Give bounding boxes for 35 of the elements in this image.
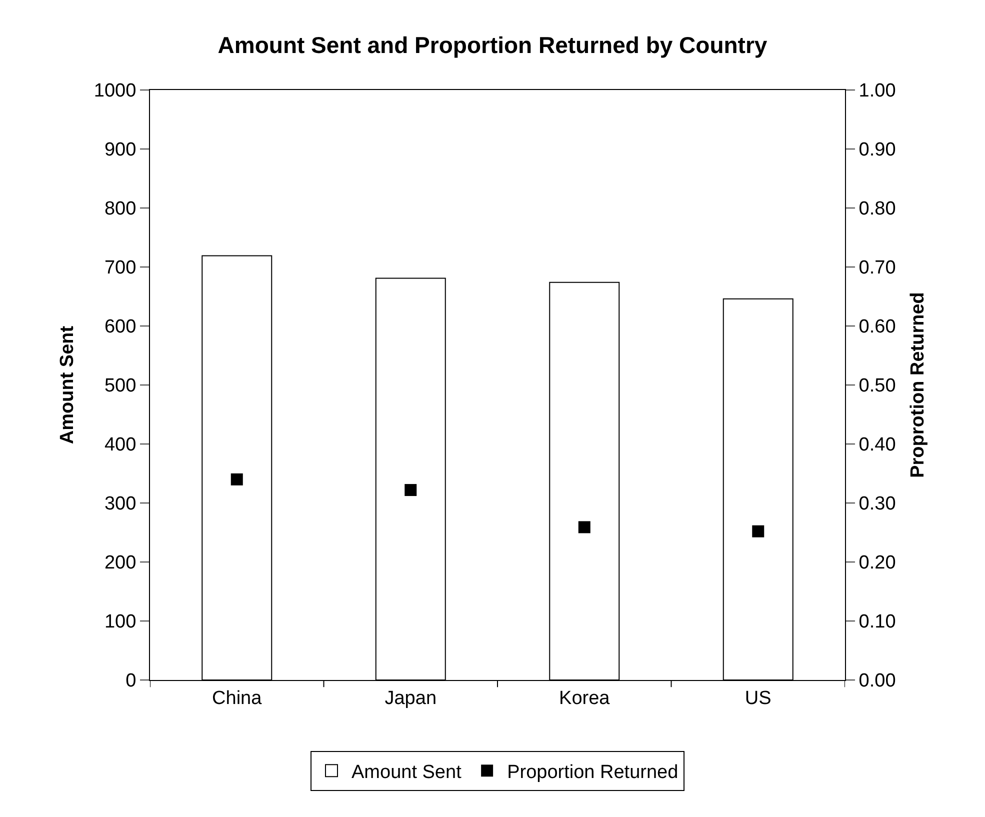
point xyxy=(578,521,590,534)
y2-tick-label: 0.90 xyxy=(858,140,896,161)
y-tick-label: 400 xyxy=(104,434,136,456)
y2-tick-label: 0.50 xyxy=(858,376,896,397)
y-tick-label: 0 xyxy=(126,670,136,692)
y-tick-label: 500 xyxy=(104,376,136,397)
legend-label: Proportion Returned xyxy=(507,762,678,784)
y2-tick-label: 1.00 xyxy=(858,80,896,102)
x-tick-label: US xyxy=(744,688,772,709)
x-tick-label: Korea xyxy=(559,688,610,709)
y-tick-label: 900 xyxy=(104,140,136,161)
chart-title: Amount Sent and Proportion Returned by Country xyxy=(218,32,768,58)
point xyxy=(752,525,764,538)
y-axis-title: Amount Sent xyxy=(56,325,78,444)
y2-axis-title: Proprotion Returned xyxy=(908,292,929,478)
y-tick-label: 600 xyxy=(104,316,136,338)
y-tick-label: 200 xyxy=(104,552,136,574)
y2-tick-label: 0.00 xyxy=(858,670,896,692)
y-tick-label: 700 xyxy=(104,258,136,279)
y-tick-label: 1000 xyxy=(94,80,136,102)
legend-label: Amount Sent xyxy=(352,762,462,784)
y2-tick-label: 0.20 xyxy=(858,552,896,574)
y2-tick-label: 0.10 xyxy=(858,612,896,633)
x-tick-label: China xyxy=(212,688,262,709)
y-tick-label: 800 xyxy=(104,198,136,220)
point xyxy=(404,484,417,496)
y-tick-label: 100 xyxy=(104,612,136,633)
y2-tick-label: 0.40 xyxy=(858,434,896,456)
y2-tick-label: 0.60 xyxy=(858,316,896,338)
y2-tick-label: 0.80 xyxy=(858,198,896,220)
y2-tick-label: 0.70 xyxy=(858,258,896,279)
point xyxy=(230,473,243,486)
x-tick-label: Japan xyxy=(384,688,437,709)
y2-tick-label: 0.30 xyxy=(858,494,896,515)
y-tick-label: 300 xyxy=(104,494,136,515)
